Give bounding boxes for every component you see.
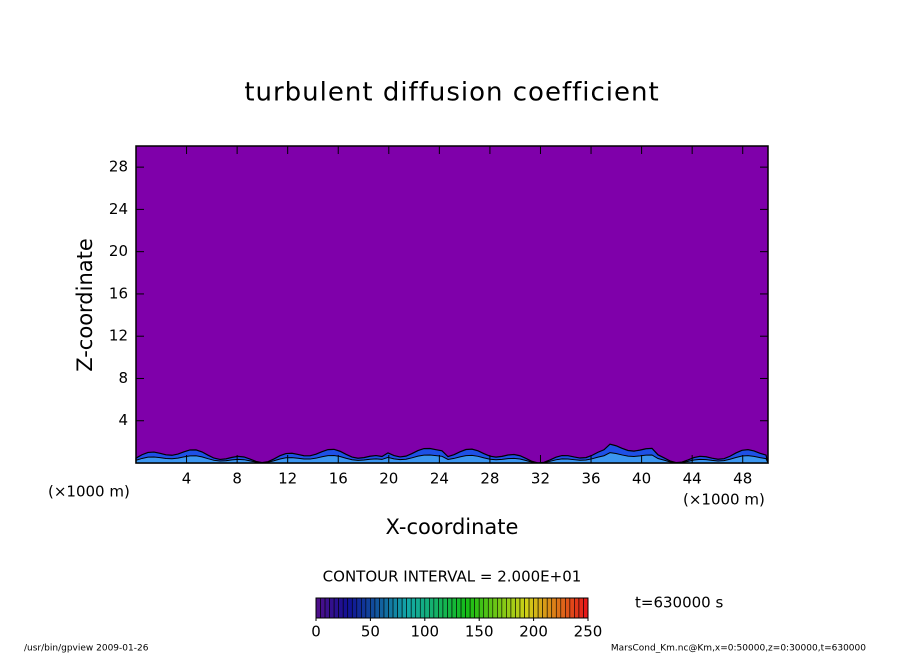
- colorbar-stripe: [497, 597, 503, 619]
- colorbar-stripe: [419, 597, 426, 619]
- colorbar-stripe: [392, 597, 398, 619]
- surface-layer-inner: [135, 452, 769, 464]
- colorbar-stripe: [383, 597, 389, 619]
- x-tick-label: 20: [379, 470, 398, 488]
- colorbar-stripe: [356, 597, 362, 619]
- colorbar-stripe: [329, 597, 335, 619]
- colorbar-stripe: [374, 597, 380, 619]
- colorbar-tick-label: 250: [574, 623, 603, 641]
- colorbar-stripe: [546, 597, 553, 619]
- plot-frame: [135, 145, 769, 464]
- colorbar-tick-label: 200: [519, 623, 548, 641]
- colorbar-stripe: [555, 597, 562, 619]
- y-tick-label: 16: [109, 284, 128, 302]
- colorbar-tick-label: 150: [465, 623, 494, 641]
- x-tick-label: 44: [683, 470, 702, 488]
- y-tick-label: 24: [109, 200, 128, 218]
- x-axis-label: X-coordinate: [386, 515, 519, 539]
- colorbar-stripe: [515, 597, 521, 619]
- colorbar-stripe: [569, 597, 575, 619]
- colorbar-stripe: [397, 597, 403, 619]
- colorbar-stripe: [451, 597, 457, 619]
- colorbar-stripe: [501, 597, 507, 619]
- colorbar-stripe: [537, 597, 543, 619]
- colorbar-stripe: [492, 597, 498, 619]
- colorbar-stripe: [365, 597, 371, 619]
- colorbar-stripe: [379, 597, 385, 619]
- colorbar-stripe: [424, 597, 430, 619]
- colorbar-stripe: [324, 597, 330, 619]
- colorbar-stripe: [469, 597, 475, 619]
- colorbar-frame: [315, 597, 589, 619]
- contour-field: [136, 146, 768, 463]
- x-tick-label: 8: [232, 470, 242, 488]
- footer-right: MarsCond_Km.nc@Km,x=0:50000,z=0:30000,t=…: [611, 644, 866, 654]
- x-tick-label: 48: [733, 470, 752, 488]
- colorbar-tick-label: 100: [410, 623, 439, 641]
- colorbar-stripe: [447, 597, 453, 619]
- colorbar-stripe: [510, 597, 516, 619]
- colorbar-stripe: [565, 597, 571, 619]
- x-tick-label: 36: [581, 470, 600, 488]
- colorbar-stripe: [583, 597, 589, 619]
- colorbar-stripe: [333, 597, 339, 619]
- colorbar-stripe: [483, 597, 489, 619]
- colorbar-stripe: [429, 597, 435, 619]
- colorbar-stripe: [433, 597, 439, 619]
- chart-title: turbulent diffusion coefficient: [244, 78, 659, 108]
- colorbar-stripe: [347, 597, 353, 619]
- x-tick-label: 32: [531, 470, 550, 488]
- y-tick-label: 28: [109, 158, 128, 176]
- colorbar-stripe: [320, 597, 326, 619]
- colorbar-stripe: [574, 597, 580, 619]
- colorbar-stripe: [465, 597, 471, 619]
- colorbar-stripe: [456, 597, 462, 619]
- colorbar-stripe: [506, 597, 512, 619]
- y-unit: (×1000 m): [48, 483, 130, 501]
- footer-left: /usr/bin/gpview 2009-01-26: [24, 644, 149, 654]
- colorbar-stripe: [388, 597, 394, 619]
- x-tick-label: 28: [480, 470, 499, 488]
- colorbar-stripe: [442, 597, 448, 619]
- colorbar-stripe: [338, 597, 344, 619]
- colorbar-stripe: [578, 597, 584, 619]
- colorbar-stripe: [361, 597, 367, 619]
- colorbar-tick-label: 50: [361, 623, 380, 641]
- y-tick-label: 20: [109, 242, 128, 260]
- colorbar-stripe: [474, 597, 480, 619]
- time-label: t=630000 s: [635, 594, 723, 612]
- y-tick-label: 8: [118, 369, 128, 387]
- colorbar-stripe: [533, 597, 539, 619]
- y-axis-label: Z-coordinate: [73, 238, 97, 372]
- colorbar-stripe: [351, 597, 358, 619]
- colorbar-stripe: [342, 597, 349, 619]
- colorbar-tick-label: 0: [311, 623, 321, 641]
- colorbar-stripe: [315, 597, 321, 619]
- colorbar-stripe: [406, 597, 412, 619]
- colorbar-stripe: [528, 597, 534, 619]
- y-tick-label: 12: [109, 327, 128, 345]
- colorbar-stripe: [519, 597, 525, 619]
- colorbar-stripe: [560, 597, 566, 619]
- colorbar-stripe: [415, 597, 421, 619]
- x-tick-label: 24: [430, 470, 449, 488]
- colorbar-stripe: [401, 597, 407, 619]
- colorbar-stripe: [460, 597, 466, 619]
- x-tick-label: 4: [182, 470, 192, 488]
- colorbar-stripe: [551, 597, 557, 619]
- colorbar-stripe: [478, 597, 485, 619]
- colorbar-stripe: [410, 597, 417, 619]
- contour-interval: CONTOUR INTERVAL = 2.000E+01: [323, 568, 582, 586]
- x-tick-label: 16: [329, 470, 348, 488]
- colorbar-stripe: [487, 597, 494, 619]
- colorbar-stripe: [438, 597, 444, 619]
- colorbar-stripe: [524, 597, 530, 619]
- colorbar-stripe: [542, 597, 548, 619]
- x-unit: (×1000 m): [683, 491, 765, 509]
- x-tick-label: 40: [632, 470, 651, 488]
- y-tick-label: 4: [118, 411, 128, 429]
- colorbar-stripe: [370, 597, 376, 619]
- x-tick-label: 12: [278, 470, 297, 488]
